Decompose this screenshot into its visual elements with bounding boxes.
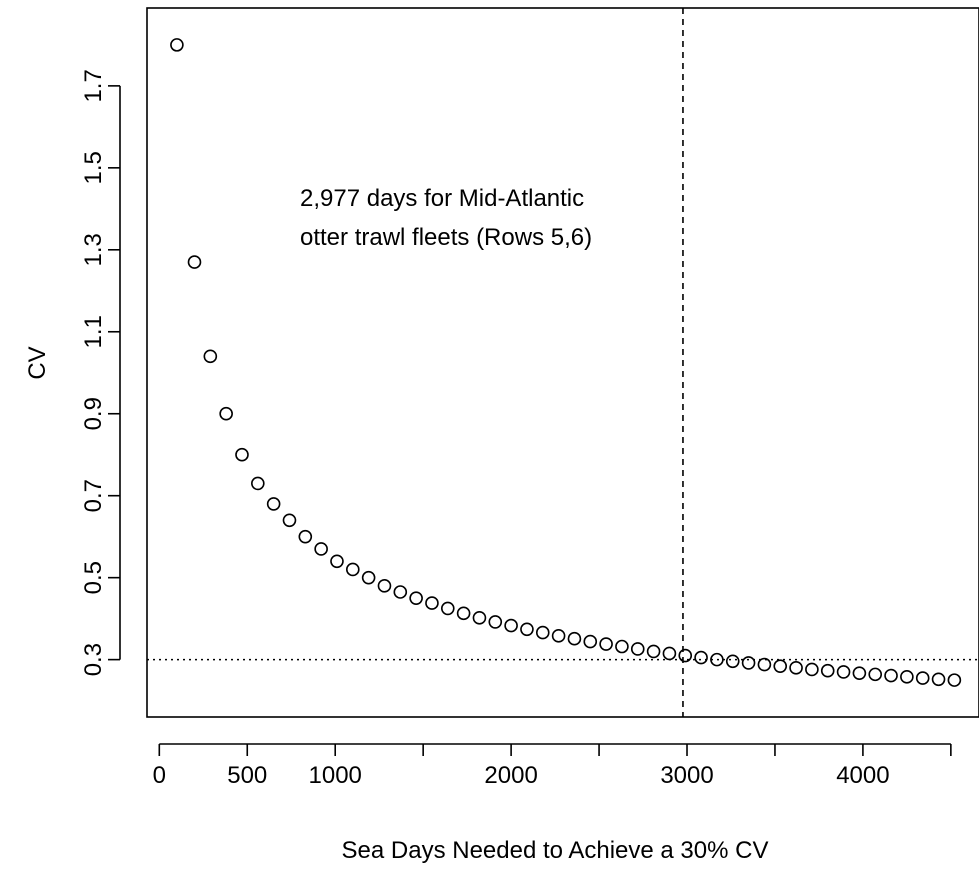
annotation-line-1: 2,977 days for Mid-Atlantic — [300, 185, 584, 212]
data-point — [551, 629, 566, 643]
data-point — [282, 513, 297, 528]
data-point — [915, 671, 930, 685]
data-point — [583, 634, 598, 649]
data-point — [646, 644, 661, 659]
data-point — [931, 672, 946, 687]
data-point — [187, 255, 202, 269]
x-tick-label: 0 — [153, 762, 166, 789]
data-point — [947, 673, 962, 687]
x-tick-label: 4000 — [836, 762, 889, 789]
reference-lines — [147, 8, 979, 717]
data-point — [488, 615, 503, 629]
y-tick-label: 0.7 — [80, 479, 107, 512]
data-point — [805, 662, 819, 677]
data-point — [314, 542, 328, 556]
data-point — [377, 579, 392, 593]
data-point — [346, 562, 360, 577]
x-tick-label: 3000 — [660, 762, 713, 789]
annotation-line-2: otter trawl fleets (Rows 5,6) — [300, 224, 592, 251]
x-tick-label: 500 — [227, 762, 267, 789]
data-points — [170, 38, 962, 687]
data-point — [868, 667, 883, 682]
y-axis: 0.3 0.5 0.7 0.9 1.1 1.3 1.5 1.7 — [80, 69, 121, 676]
data-point — [820, 663, 835, 678]
data-point — [330, 554, 344, 569]
data-point — [456, 606, 471, 621]
data-point — [900, 670, 914, 684]
x-tick-label: 1000 — [309, 762, 362, 789]
data-point — [789, 661, 803, 675]
y-tick-label: 1.5 — [80, 151, 107, 184]
data-point — [504, 618, 518, 633]
data-point — [599, 637, 613, 651]
data-point — [615, 639, 629, 654]
data-point — [662, 646, 677, 661]
data-point — [694, 650, 708, 665]
data-point — [725, 654, 740, 669]
data-point — [440, 601, 455, 616]
y-tick-label: 0.5 — [80, 561, 107, 594]
data-point — [884, 668, 898, 683]
x-tick-label: 2000 — [484, 762, 537, 789]
data-point — [567, 631, 582, 646]
data-point — [852, 666, 867, 680]
plot-frame — [146, 7, 979, 718]
data-point — [472, 611, 487, 625]
data-point — [235, 447, 249, 462]
x-axis: 0 500 1000 2000 3000 4000 — [153, 743, 952, 789]
data-point — [298, 529, 313, 544]
data-point — [409, 591, 423, 605]
data-point — [425, 596, 439, 610]
x-axis-label: Sea Days Needed to Achieve a 30% CV — [342, 837, 769, 864]
data-point — [393, 585, 408, 599]
data-point — [757, 657, 772, 672]
data-point — [361, 570, 376, 585]
y-tick-label: 1.1 — [80, 315, 107, 348]
data-point — [773, 659, 788, 673]
y-axis-label: CV — [24, 346, 51, 379]
data-point — [520, 622, 534, 637]
y-tick-label: 0.9 — [80, 397, 107, 430]
data-point — [678, 648, 693, 663]
data-point — [836, 665, 851, 679]
data-point — [266, 497, 281, 511]
data-point — [741, 656, 756, 670]
y-tick-label: 0.3 — [80, 643, 107, 676]
data-point — [630, 642, 645, 656]
y-tick-label: 1.3 — [80, 233, 107, 266]
data-point — [203, 349, 218, 364]
data-point — [170, 38, 184, 52]
data-point — [710, 652, 724, 667]
data-point — [219, 406, 233, 421]
y-tick-label: 1.7 — [80, 69, 107, 102]
data-point — [535, 625, 550, 640]
data-point — [251, 476, 265, 491]
